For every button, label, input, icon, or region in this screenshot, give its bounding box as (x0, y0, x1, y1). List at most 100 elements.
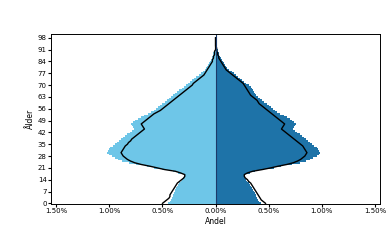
Bar (216, 167, 274, 169)
Bar (111, 155, 216, 157)
Bar (170, 201, 216, 202)
Bar (216, 172, 250, 174)
Bar (156, 108, 216, 110)
Bar (216, 83, 247, 84)
Bar (216, 116, 287, 118)
Bar (216, 118, 290, 120)
Bar (194, 77, 216, 79)
Bar (216, 61, 223, 62)
Bar (216, 147, 316, 148)
Bar (212, 56, 216, 57)
Bar (216, 103, 267, 105)
Bar (216, 128, 293, 130)
Bar (216, 135, 301, 137)
Bar (154, 167, 216, 169)
Bar (214, 46, 216, 47)
Bar (216, 49, 218, 50)
Bar (210, 61, 216, 62)
Bar (176, 187, 216, 189)
Bar (216, 152, 320, 154)
Bar (207, 66, 216, 67)
Bar (216, 126, 294, 128)
Bar (108, 150, 216, 152)
Bar (216, 72, 234, 74)
Bar (216, 77, 240, 79)
Bar (196, 76, 216, 77)
Bar (216, 164, 292, 165)
Bar (144, 115, 216, 116)
Bar (216, 74, 236, 76)
Bar (173, 196, 216, 198)
Bar (130, 132, 216, 133)
Bar (172, 198, 216, 199)
Bar (171, 96, 216, 98)
Bar (212, 57, 216, 59)
Bar (216, 101, 265, 103)
Bar (184, 86, 216, 88)
Bar (216, 174, 244, 175)
Bar (216, 47, 217, 49)
Bar (201, 72, 216, 74)
Bar (216, 93, 255, 94)
Bar (141, 116, 216, 118)
Bar (160, 105, 216, 106)
Bar (216, 108, 273, 110)
Bar (216, 160, 306, 162)
Bar (216, 84, 249, 86)
Bar (184, 174, 216, 175)
Bar (216, 175, 244, 177)
Bar (216, 69, 229, 71)
Bar (216, 89, 253, 91)
Bar (206, 67, 216, 69)
Bar (216, 192, 255, 194)
Bar (216, 122, 294, 123)
Bar (132, 130, 216, 132)
Bar (180, 182, 216, 184)
Bar (216, 159, 310, 160)
Bar (216, 50, 218, 52)
Bar (216, 154, 319, 155)
Bar (117, 142, 216, 143)
Bar (216, 91, 254, 93)
Bar (119, 140, 216, 142)
Bar (216, 81, 244, 83)
Bar (205, 69, 216, 71)
Bar (216, 185, 250, 187)
Bar (173, 170, 216, 172)
Bar (216, 94, 256, 96)
Bar (216, 201, 259, 202)
Bar (216, 67, 227, 69)
Bar (111, 147, 216, 148)
Bar (216, 88, 252, 89)
Bar (216, 54, 219, 56)
Bar (109, 154, 216, 155)
Bar (216, 96, 258, 98)
Bar (216, 187, 252, 189)
Bar (216, 98, 260, 99)
Bar (216, 64, 225, 66)
Bar (216, 148, 318, 150)
Bar (169, 98, 216, 99)
Bar (163, 169, 216, 170)
Bar (181, 88, 216, 89)
Bar (216, 76, 238, 77)
Bar (216, 184, 250, 185)
Bar (216, 123, 296, 125)
Bar (216, 177, 245, 179)
Bar (216, 110, 275, 111)
Bar (216, 137, 304, 138)
Bar (174, 192, 216, 194)
Bar (216, 105, 269, 106)
Bar (214, 54, 216, 56)
Bar (216, 165, 281, 167)
X-axis label: Andel: Andel (205, 217, 227, 226)
Bar (216, 169, 265, 170)
Bar (216, 162, 299, 164)
Bar (216, 138, 306, 140)
Bar (115, 157, 216, 159)
Bar (158, 106, 216, 108)
Bar (177, 185, 216, 187)
Bar (133, 126, 216, 128)
Bar (216, 115, 283, 116)
Bar (216, 140, 308, 142)
